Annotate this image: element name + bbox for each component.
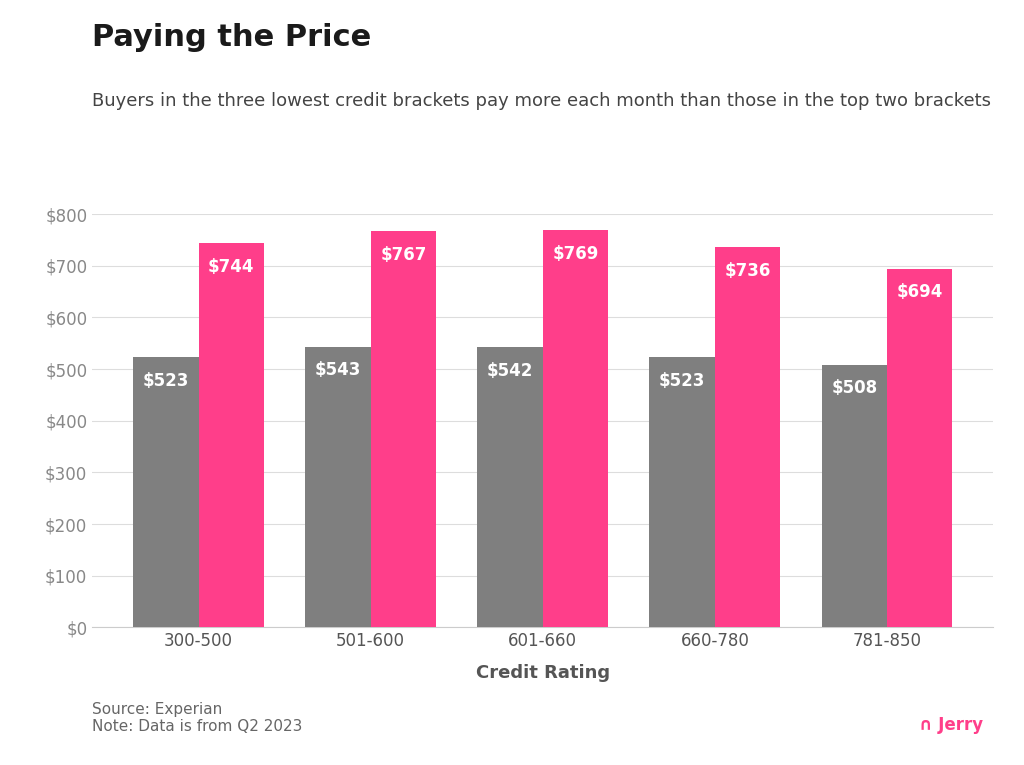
- Text: Buyers in the three lowest credit brackets pay more each month than those in the: Buyers in the three lowest credit bracke…: [92, 92, 991, 110]
- Text: $767: $767: [380, 246, 427, 264]
- Text: ∩ Jerry: ∩ Jerry: [919, 716, 983, 734]
- Text: Paying the Price: Paying the Price: [92, 23, 372, 52]
- Text: $542: $542: [486, 362, 534, 380]
- Text: $694: $694: [896, 283, 943, 301]
- Bar: [543, 230, 608, 627]
- Bar: [133, 357, 199, 627]
- Text: $736: $736: [724, 262, 771, 280]
- Bar: [715, 247, 780, 627]
- Text: Source: Experian
Note: Data is from Q2 2023: Source: Experian Note: Data is from Q2 2…: [92, 702, 302, 734]
- Text: $769: $769: [552, 245, 599, 262]
- Text: $744: $744: [208, 258, 255, 275]
- Bar: [477, 347, 543, 627]
- Text: $523: $523: [658, 372, 706, 389]
- Bar: [199, 243, 264, 627]
- Text: $508: $508: [831, 379, 878, 398]
- X-axis label: Credit Rating: Credit Rating: [476, 664, 609, 682]
- Bar: [649, 357, 715, 627]
- Bar: [371, 231, 436, 627]
- Text: $543: $543: [314, 361, 361, 379]
- Text: $523: $523: [142, 372, 189, 389]
- Bar: [887, 269, 952, 627]
- Bar: [821, 365, 887, 627]
- Bar: [305, 347, 371, 627]
